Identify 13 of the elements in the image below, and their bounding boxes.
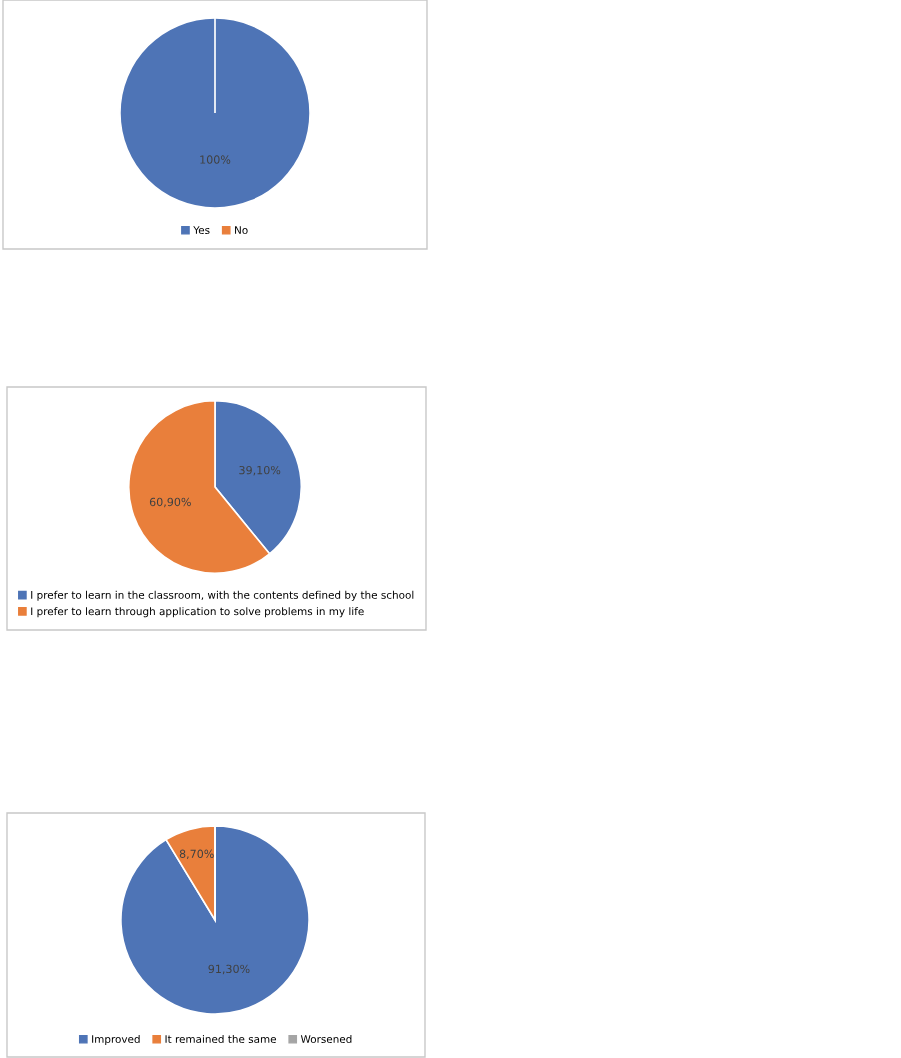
data-label: 39,10% xyxy=(239,465,281,476)
legend-label: Yes xyxy=(193,226,210,235)
data-label: 8,70% xyxy=(179,849,214,860)
data-label: 60,90% xyxy=(149,497,191,508)
legend-label: I prefer to learn through application to solve problems in my life xyxy=(31,607,364,618)
legend-label: Improved xyxy=(92,1034,140,1046)
legend-label: Worsened xyxy=(300,1034,352,1044)
legend-label: No xyxy=(235,226,248,235)
legend-label: I prefer to learn in the classroom, with the contents defined by the school xyxy=(31,590,414,601)
legend-label: It remained the same xyxy=(165,1034,277,1044)
data-label: 91,30% xyxy=(208,964,250,975)
data-label: 100% xyxy=(200,155,231,164)
pie-slice xyxy=(120,825,310,1015)
